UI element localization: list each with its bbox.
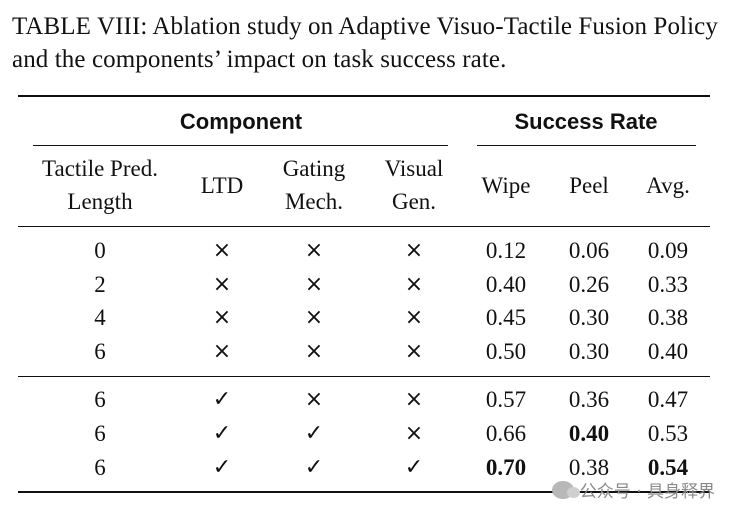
cell-visual: ×	[404, 272, 424, 297]
header-rule	[18, 226, 710, 227]
cell-peel: 0.30	[568, 305, 610, 330]
cell-gating: ×	[304, 339, 324, 364]
cell-visual: ×	[404, 421, 424, 446]
cell-length: 6	[94, 421, 106, 446]
col-header-gating: Gating Mech.	[264, 152, 364, 218]
cell-visual: ×	[404, 238, 424, 263]
cell-gating: ✓	[304, 455, 324, 480]
col-header-avg: Avg.	[646, 173, 690, 198]
cell-length: 4	[94, 305, 106, 330]
cell-length: 6	[94, 387, 106, 412]
cell-avg: 0.38	[647, 305, 689, 330]
mid-rule	[18, 376, 710, 377]
cell-wipe: 0.45	[485, 305, 527, 330]
cell-ltd: ✓	[212, 387, 232, 412]
cell-length: 6	[94, 339, 106, 364]
cell-peel: 0.06	[568, 238, 610, 263]
col-header-visual-line2: Gen.	[391, 189, 437, 214]
component-group-rule	[33, 145, 448, 146]
cell-gating: ×	[304, 238, 324, 263]
cell-ltd: ×	[212, 305, 232, 330]
cell-gating: ×	[304, 305, 324, 330]
cell-visual: ✓	[404, 455, 424, 480]
cell-avg: 0.40	[647, 339, 689, 364]
cell-ltd: ×	[212, 272, 232, 297]
wechat-icon	[551, 480, 580, 499]
cell-wipe: 0.12	[485, 238, 527, 263]
col-header-gating-line1: Gating	[282, 156, 346, 181]
cell-wipe: 0.50	[485, 339, 527, 364]
col-header-tactile-pred-line2: Length	[67, 189, 133, 214]
cell-length: 6	[94, 455, 106, 480]
cell-wipe: 0.70	[485, 455, 527, 480]
table-caption: TABLE VIII: Ablation study on Adaptive V…	[12, 13, 718, 73]
cell-wipe: 0.40	[485, 272, 527, 297]
cell-avg: 0.47	[647, 387, 689, 412]
cell-wipe: 0.66	[485, 421, 527, 446]
cell-ltd: ×	[212, 238, 232, 263]
cell-avg: 0.33	[647, 272, 689, 297]
cell-length: 0	[94, 238, 106, 263]
col-header-ltd: LTD	[200, 173, 244, 198]
col-header-visual: Visual Gen.	[364, 152, 464, 218]
cell-ltd: ×	[212, 339, 232, 364]
cell-avg: 0.09	[647, 238, 689, 263]
cell-peel: 0.30	[568, 339, 610, 364]
cell-visual: ×	[404, 387, 424, 412]
success-rate-group-header: Success Rate	[514, 109, 658, 134]
watermark-text: 公众号 · 具身释界	[579, 482, 715, 502]
cell-avg: 0.54	[647, 455, 689, 480]
cell-peel: 0.38	[568, 455, 610, 480]
col-header-gating-line2: Mech.	[284, 189, 344, 214]
col-header-visual-line1: Visual	[384, 156, 444, 181]
col-header-peel: Peel	[569, 173, 609, 198]
cell-length: 2	[94, 272, 106, 297]
success-group-rule	[477, 145, 696, 146]
col-header-wipe: Wipe	[481, 173, 531, 198]
cell-gating: ✓	[304, 421, 324, 446]
cell-avg: 0.53	[647, 421, 689, 446]
cell-peel: 0.40	[568, 421, 610, 446]
cell-wipe: 0.57	[485, 387, 527, 412]
cell-ltd: ✓	[212, 421, 232, 446]
cell-gating: ×	[304, 387, 324, 412]
component-group-header: Component	[179, 109, 303, 134]
cell-peel: 0.36	[568, 387, 610, 412]
cell-visual: ×	[404, 305, 424, 330]
cell-gating: ×	[304, 272, 324, 297]
top-rule	[18, 95, 710, 97]
watermark: 公众号 · 具身释界	[551, 477, 715, 502]
cell-visual: ×	[404, 339, 424, 364]
cell-ltd: ✓	[212, 455, 232, 480]
col-header-tactile-pred-line1: Tactile Pred.	[42, 156, 158, 181]
col-header-tactile-pred: Tactile Pred. Length	[20, 152, 180, 218]
cell-peel: 0.26	[568, 272, 610, 297]
bottom-rule	[18, 491, 710, 493]
